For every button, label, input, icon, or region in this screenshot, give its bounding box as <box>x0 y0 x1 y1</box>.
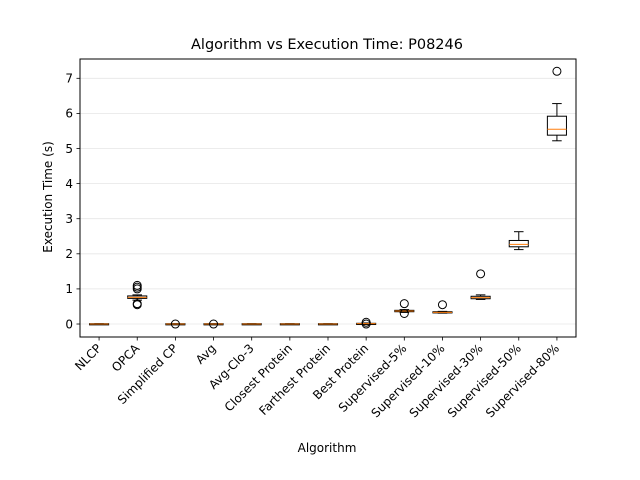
box-body <box>546 115 567 136</box>
outlier-point <box>399 299 409 309</box>
y-tick-label: 6 <box>65 107 73 121</box>
outlier-point <box>476 269 486 279</box>
outlier-point <box>437 300 447 310</box>
box-item <box>394 299 415 318</box>
y-tick-label: 7 <box>65 72 73 86</box>
box-item <box>317 323 339 326</box>
outlier-point <box>170 319 180 329</box>
outlier-point <box>361 317 371 327</box>
outlier-point <box>399 308 409 318</box>
y-axis-ticks: 0 1 2 3 4 5 6 7 <box>65 72 80 331</box>
box-item <box>546 66 567 142</box>
y-axis-label: Execution Time (s) <box>41 141 55 253</box>
y-tick-label: 4 <box>65 177 73 191</box>
y-tick-label: 3 <box>65 212 73 226</box>
outlier-point <box>132 280 142 290</box>
y-tick-label: 0 <box>65 317 73 331</box>
box-item <box>165 319 186 329</box>
y-tick-label: 5 <box>65 142 73 156</box>
box-item <box>89 323 110 326</box>
outlier-point <box>132 299 142 309</box>
box-item <box>470 269 491 300</box>
box-item <box>241 323 262 326</box>
grid-lines <box>80 77 576 325</box>
x-axis-label: Algorithm <box>298 441 357 455</box>
box-body <box>508 239 529 248</box>
y-tick-label: 2 <box>65 247 73 261</box>
box-item <box>432 300 453 314</box>
box-item <box>279 323 300 326</box>
chart-title: Algorithm vs Execution Time: P08246 <box>191 37 463 53</box>
outlier-point <box>209 319 219 329</box>
y-tick-label: 1 <box>65 282 73 296</box>
box-item <box>356 317 377 329</box>
box-item <box>127 280 148 310</box>
box-item <box>203 319 224 329</box>
box-series <box>89 66 567 329</box>
outlier-point <box>552 66 562 76</box>
box-item <box>508 231 529 251</box>
